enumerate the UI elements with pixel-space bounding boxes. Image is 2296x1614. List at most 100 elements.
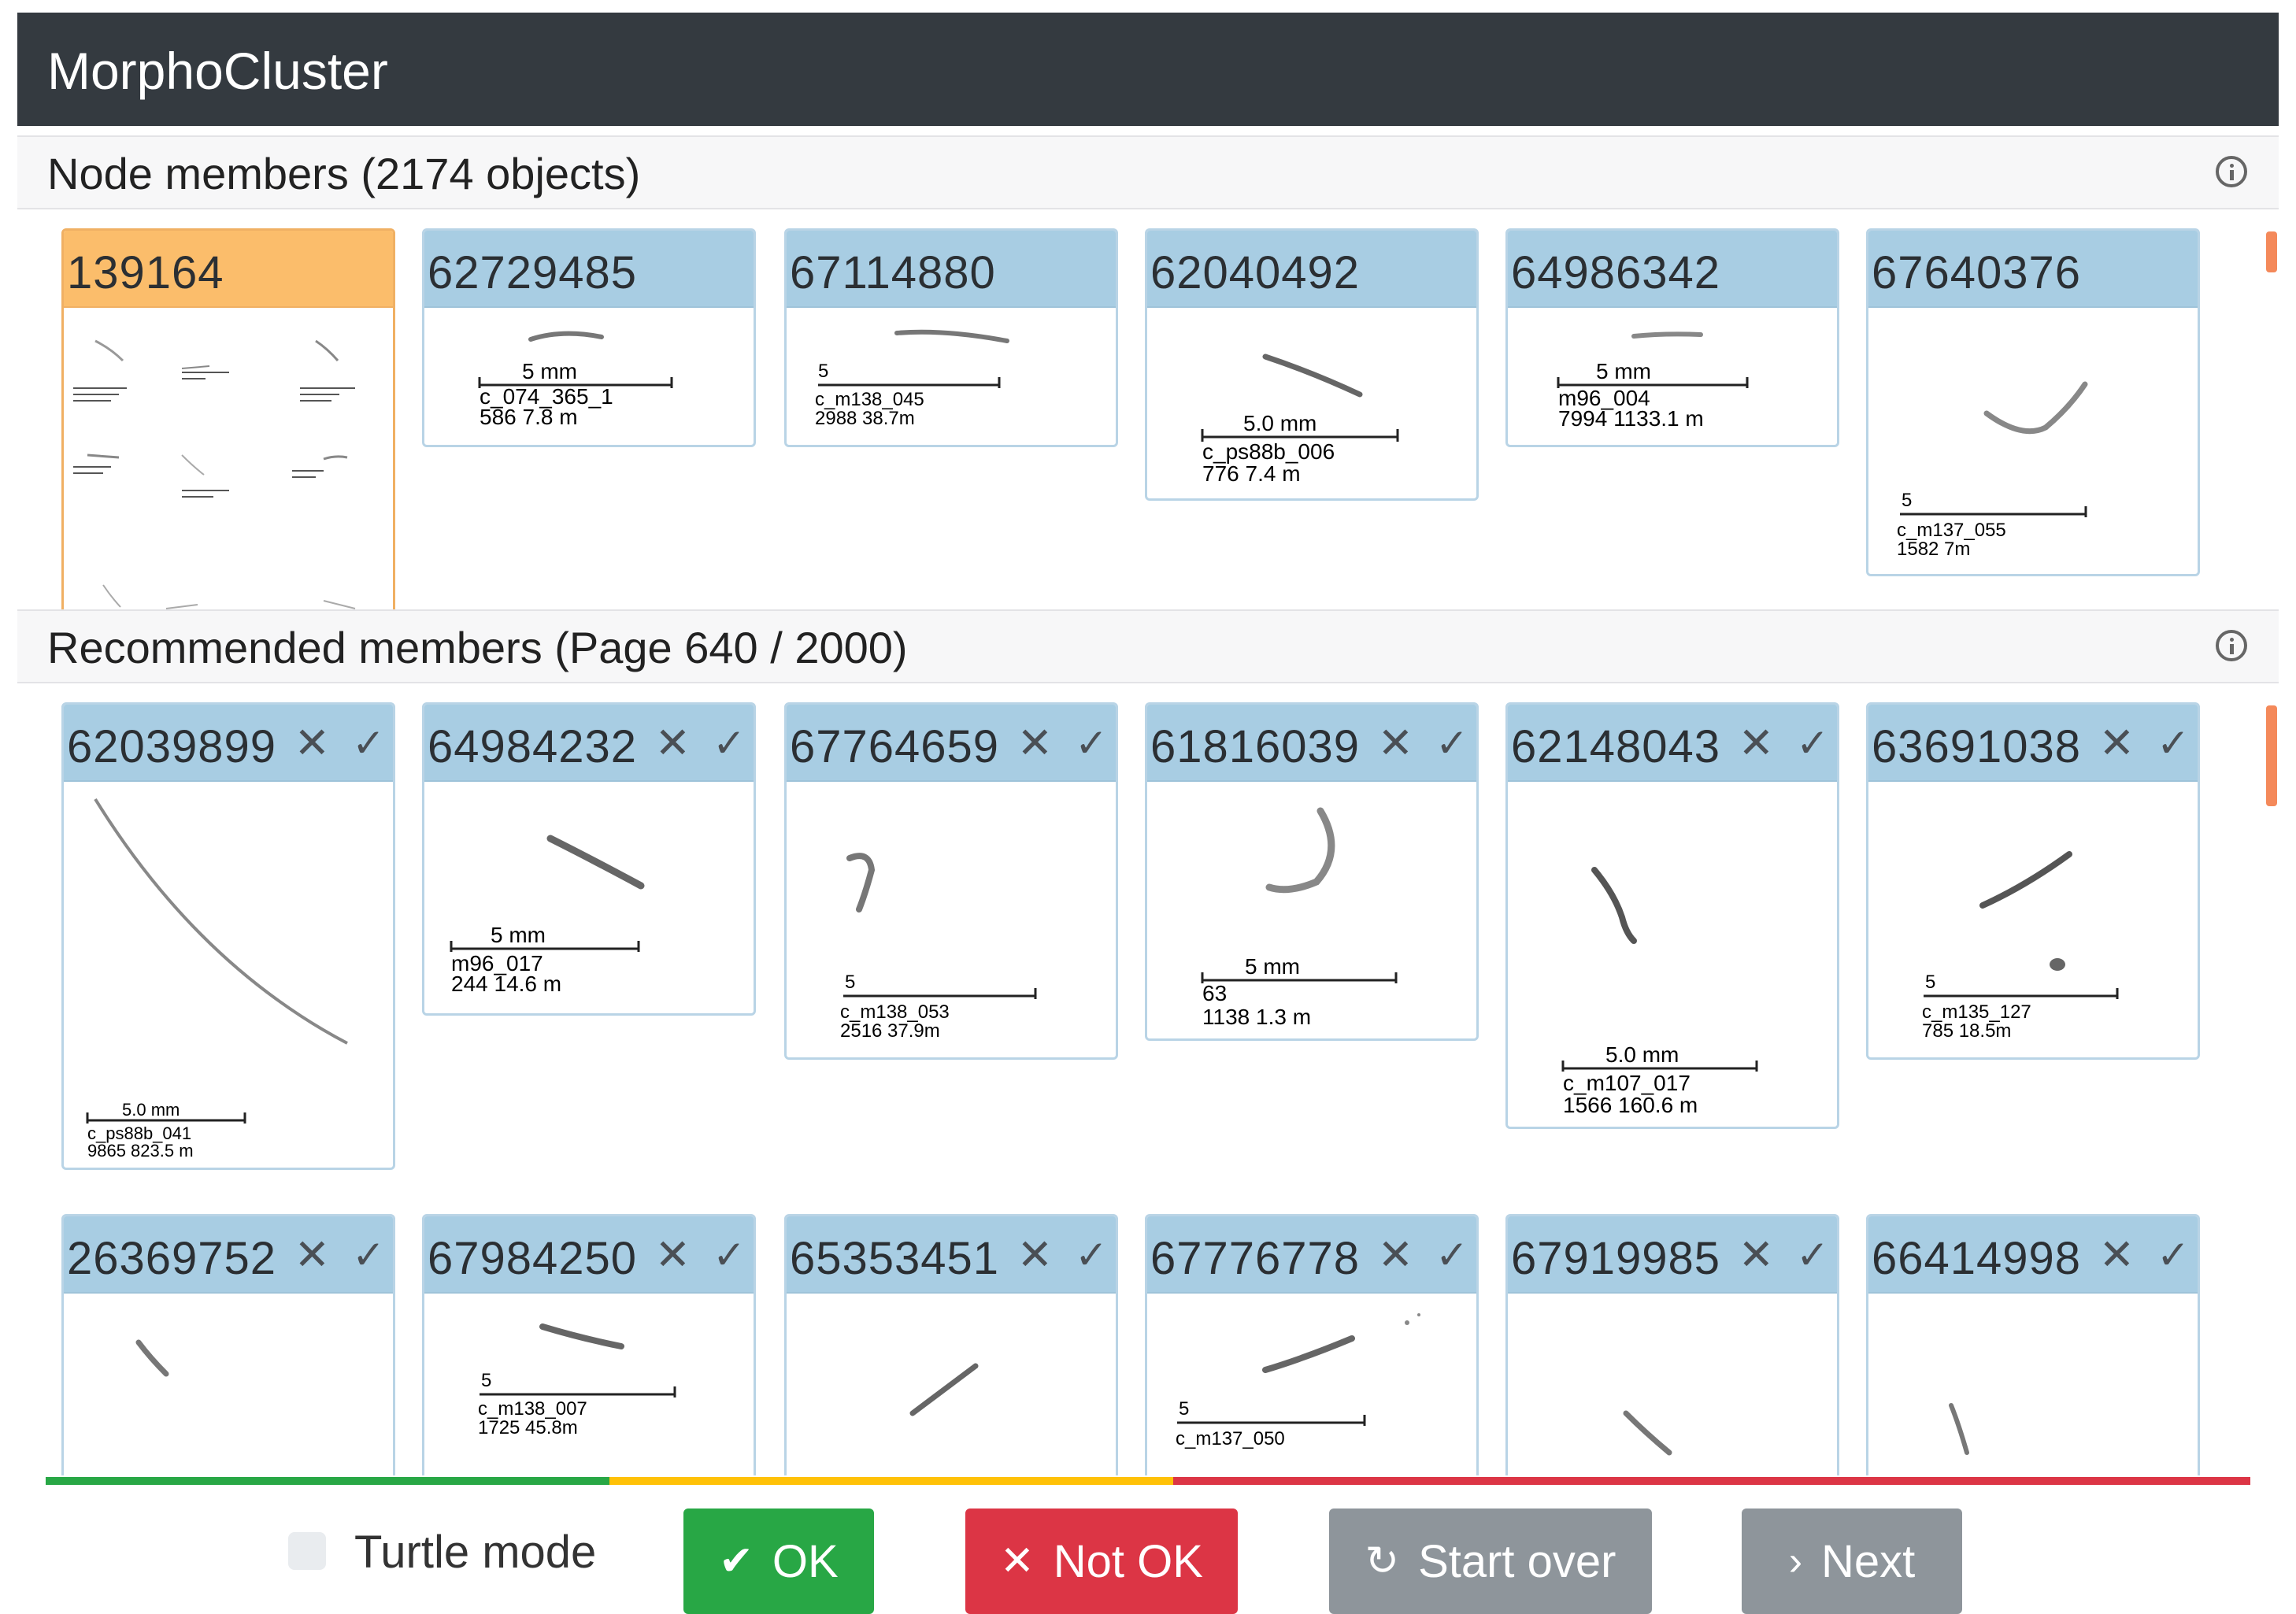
- next-label: Next: [1821, 1535, 1916, 1587]
- recommended-member-card[interactable]: 67919985 ✕ ✓: [1505, 1214, 1839, 1475]
- check-icon[interactable]: ✓: [713, 721, 746, 765]
- ok-label: OK: [772, 1535, 839, 1587]
- scale-label: 5 mm: [522, 359, 577, 383]
- info-icon[interactable]: [2216, 630, 2247, 661]
- object-id: 67764659: [790, 721, 1000, 772]
- sample-depth: 244 14.6 m: [451, 972, 561, 996]
- sample-label: c_m138_045: [815, 389, 924, 410]
- check-icon[interactable]: ✓: [1435, 721, 1468, 765]
- node-member-card[interactable]: 67640376 5 c_m137_055 1582 7m: [1866, 228, 2200, 576]
- node-member-card[interactable]: 64986342 5 mm m96_004 7994 1133.1 m: [1505, 228, 1839, 447]
- close-icon[interactable]: ✕: [1377, 720, 1413, 767]
- recommended-member-card[interactable]: 63691038 ✕ ✓ 5 c_m135_127 785 18.5m: [1866, 702, 2200, 1060]
- recommended-member-card[interactable]: 61816039 ✕ ✓ 5 mm 63 1138 1.3 m: [1145, 702, 1479, 1041]
- close-icon[interactable]: ✕: [1017, 1231, 1053, 1279]
- object-thumbnail: 5 c_m138_045 2988 38.7m: [815, 329, 1009, 429]
- object-thumbnail: 5 mm c_074_365_1 586 7.8 m: [478, 331, 673, 429]
- not-ok-button[interactable]: ✕ Not OK: [965, 1508, 1238, 1614]
- node-member-card[interactable]: 62729485 5 mm c_074_365_1 586 7.8 m: [422, 228, 756, 447]
- recommended-member-card[interactable]: 66414998 ✕ ✓: [1866, 1214, 2200, 1475]
- recommended-member-card[interactable]: 65353451 ✕ ✓: [784, 1214, 1118, 1475]
- object-thumbnail-collage: [73, 339, 356, 609]
- close-icon[interactable]: ✕: [654, 720, 691, 767]
- node-members-grid[interactable]: 139164 62729485: [17, 209, 2279, 611]
- object-thumbnail: 5 c_m138_007 1725 45.8m: [478, 1323, 676, 1438]
- scale-label: 5: [845, 972, 855, 993]
- check-icon[interactable]: ✓: [352, 721, 385, 765]
- ok-button[interactable]: ✔ OK: [683, 1508, 874, 1614]
- check-icon[interactable]: ✓: [1075, 1233, 1108, 1277]
- sample-depth: 7994 1133.1 m: [1558, 406, 1704, 431]
- close-icon[interactable]: ✕: [1738, 1231, 1774, 1279]
- turtle-mode-checkbox[interactable]: [288, 1532, 326, 1570]
- close-icon[interactable]: ✕: [294, 720, 330, 767]
- close-icon[interactable]: ✕: [654, 1231, 691, 1279]
- sample-label: c_m137_050: [1176, 1428, 1285, 1449]
- check-icon[interactable]: ✓: [2157, 1233, 2190, 1277]
- object-id: 67114880: [790, 247, 996, 298]
- recommended-member-card[interactable]: 26369752 ✕ ✓: [61, 1214, 395, 1475]
- close-icon[interactable]: ✕: [1017, 720, 1053, 767]
- close-icon: ✕: [1000, 1538, 1035, 1584]
- close-icon[interactable]: ✕: [2098, 1231, 2135, 1279]
- scale-label: 5: [1925, 972, 1935, 993]
- start-over-button[interactable]: ↻ Start over: [1329, 1508, 1652, 1614]
- app-title: MorphoCluster: [47, 42, 388, 100]
- recommended-member-card[interactable]: 67764659 ✕ ✓ 5 c_m138_053 2516 37.9m: [784, 702, 1118, 1060]
- object-id: 62040492: [1150, 247, 1361, 298]
- recommended-members-header: Recommended members (Page 640 / 2000): [17, 609, 2279, 683]
- sample-depth: 1138 1.3 m: [1202, 1005, 1311, 1029]
- check-icon[interactable]: ✓: [1435, 1233, 1468, 1277]
- check-icon[interactable]: ✓: [1796, 1233, 1829, 1277]
- node-members-header: Node members (2174 objects): [17, 135, 2279, 209]
- recommended-member-card[interactable]: 64984232 ✕ ✓ 5 mm m96_017 244 14.6 m: [422, 702, 756, 1016]
- node-member-card[interactable]: 139164: [61, 228, 395, 611]
- object-thumbnail: 5.0 mm c_ps88b_041 9865 823.5 m: [86, 798, 348, 1161]
- progress-green-segment: [46, 1477, 609, 1485]
- scale-label: 5 mm: [491, 923, 546, 947]
- sample-label: c_m135_127: [1922, 1001, 2031, 1023]
- object-id: 139164: [67, 247, 224, 298]
- scale-label: 5.0 mm: [1243, 411, 1316, 435]
- sample-label: m96_017: [451, 951, 543, 975]
- close-icon[interactable]: ✕: [1738, 720, 1774, 767]
- node-members-scrollbar[interactable]: [2266, 231, 2277, 272]
- info-icon[interactable]: [2216, 156, 2247, 187]
- not-ok-label: Not OK: [1053, 1535, 1203, 1587]
- object-id: 67984250: [428, 1233, 638, 1284]
- object-thumbnail: [135, 1339, 169, 1377]
- close-icon[interactable]: ✕: [294, 1231, 330, 1279]
- node-member-card[interactable]: 62040492 5.0 mm c_ps88b_006 776 7.4 m: [1145, 228, 1479, 501]
- object-thumbnail: 5.0 mm c_ps88b_006 776 7.4 m: [1201, 354, 1399, 486]
- recommended-member-card[interactable]: 67984250 ✕ ✓ 5 c_m138_007 1725 45.8m: [422, 1214, 756, 1475]
- object-id: 62729485: [428, 247, 638, 298]
- object-thumbnail: 5.0 mm c_m107_017 1566 160.6 m: [1561, 867, 1758, 1117]
- object-id: 62039899: [67, 721, 277, 772]
- next-button[interactable]: › Next: [1742, 1508, 1962, 1614]
- node-member-card[interactable]: 67114880 5 c_m138_045 2988 38.7m: [784, 228, 1118, 447]
- object-thumbnail: 5 c_m137_055 1582 7m: [1897, 381, 2088, 560]
- close-icon[interactable]: ✕: [1377, 1231, 1413, 1279]
- object-thumbnail: 5 c_m135_127 785 18.5m: [1922, 851, 2119, 1042]
- morphocluster-app: MorphoCluster Node members (2174 objects…: [17, 13, 2279, 1614]
- sample-depth: 586 7.8 m: [480, 405, 578, 429]
- app-titlebar: MorphoCluster: [17, 13, 2279, 126]
- check-icon[interactable]: ✓: [1796, 721, 1829, 765]
- recommended-member-card[interactable]: 67776778 ✕ ✓ 5 c_m137_050: [1145, 1214, 1479, 1475]
- check-icon[interactable]: ✓: [1075, 721, 1108, 765]
- recommended-member-card[interactable]: 62148043 ✕ ✓ 5.0 mm c_m107_017 1566 160.…: [1505, 702, 1839, 1129]
- check-icon[interactable]: ✓: [713, 1233, 746, 1277]
- recommended-members-grid[interactable]: 62039899 ✕ ✓ 5.0 mm c_ps88b_041 9865 823…: [17, 683, 2279, 1475]
- scale-label: 5: [818, 361, 828, 382]
- recommended-members-scrollbar[interactable]: [2266, 705, 2277, 806]
- check-icon[interactable]: ✓: [2157, 721, 2190, 765]
- close-icon[interactable]: ✕: [2098, 720, 2135, 767]
- sample-depth: 2516 37.9m: [840, 1020, 940, 1042]
- recommended-member-card[interactable]: 62039899 ✕ ✓ 5.0 mm c_ps88b_041 9865 823…: [61, 702, 395, 1170]
- scale-label: 5.0 mm: [1605, 1042, 1679, 1067]
- node-members-title: Node members (2174 objects): [47, 149, 641, 198]
- object-thumbnail: [909, 1363, 979, 1416]
- sample-label: m96_004: [1558, 386, 1650, 410]
- check-icon[interactable]: ✓: [352, 1233, 385, 1277]
- object-id: 26369752: [67, 1233, 277, 1284]
